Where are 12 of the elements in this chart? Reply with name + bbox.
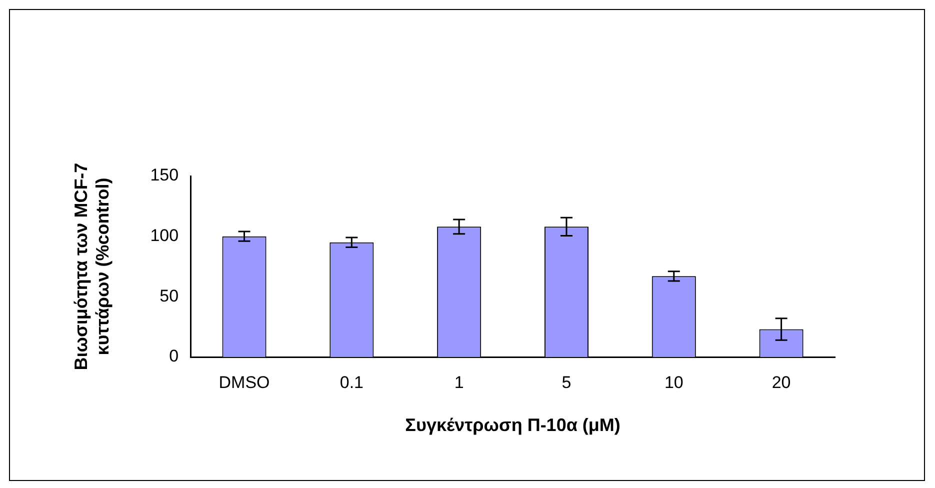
- x-tick-label: 0.1: [340, 372, 364, 392]
- x-tick-label: 20: [772, 372, 791, 392]
- y-tick-label: 0: [169, 346, 179, 366]
- y-axis-title: Βιωσιμότητα των MCF-7 κυττάρων (%control): [70, 162, 112, 370]
- x-tick-label: 10: [664, 372, 684, 392]
- y-tick-label: 150: [150, 166, 179, 185]
- x-axis-title: Συγκέντρωση Π-10α (μM): [405, 415, 620, 436]
- y-tick-label: 50: [160, 286, 179, 306]
- x-tick-label: 5: [562, 372, 572, 392]
- x-tick-label: 1: [454, 372, 464, 392]
- y-tick-label: 100: [150, 226, 179, 246]
- x-tick-label: DMSO: [218, 372, 270, 392]
